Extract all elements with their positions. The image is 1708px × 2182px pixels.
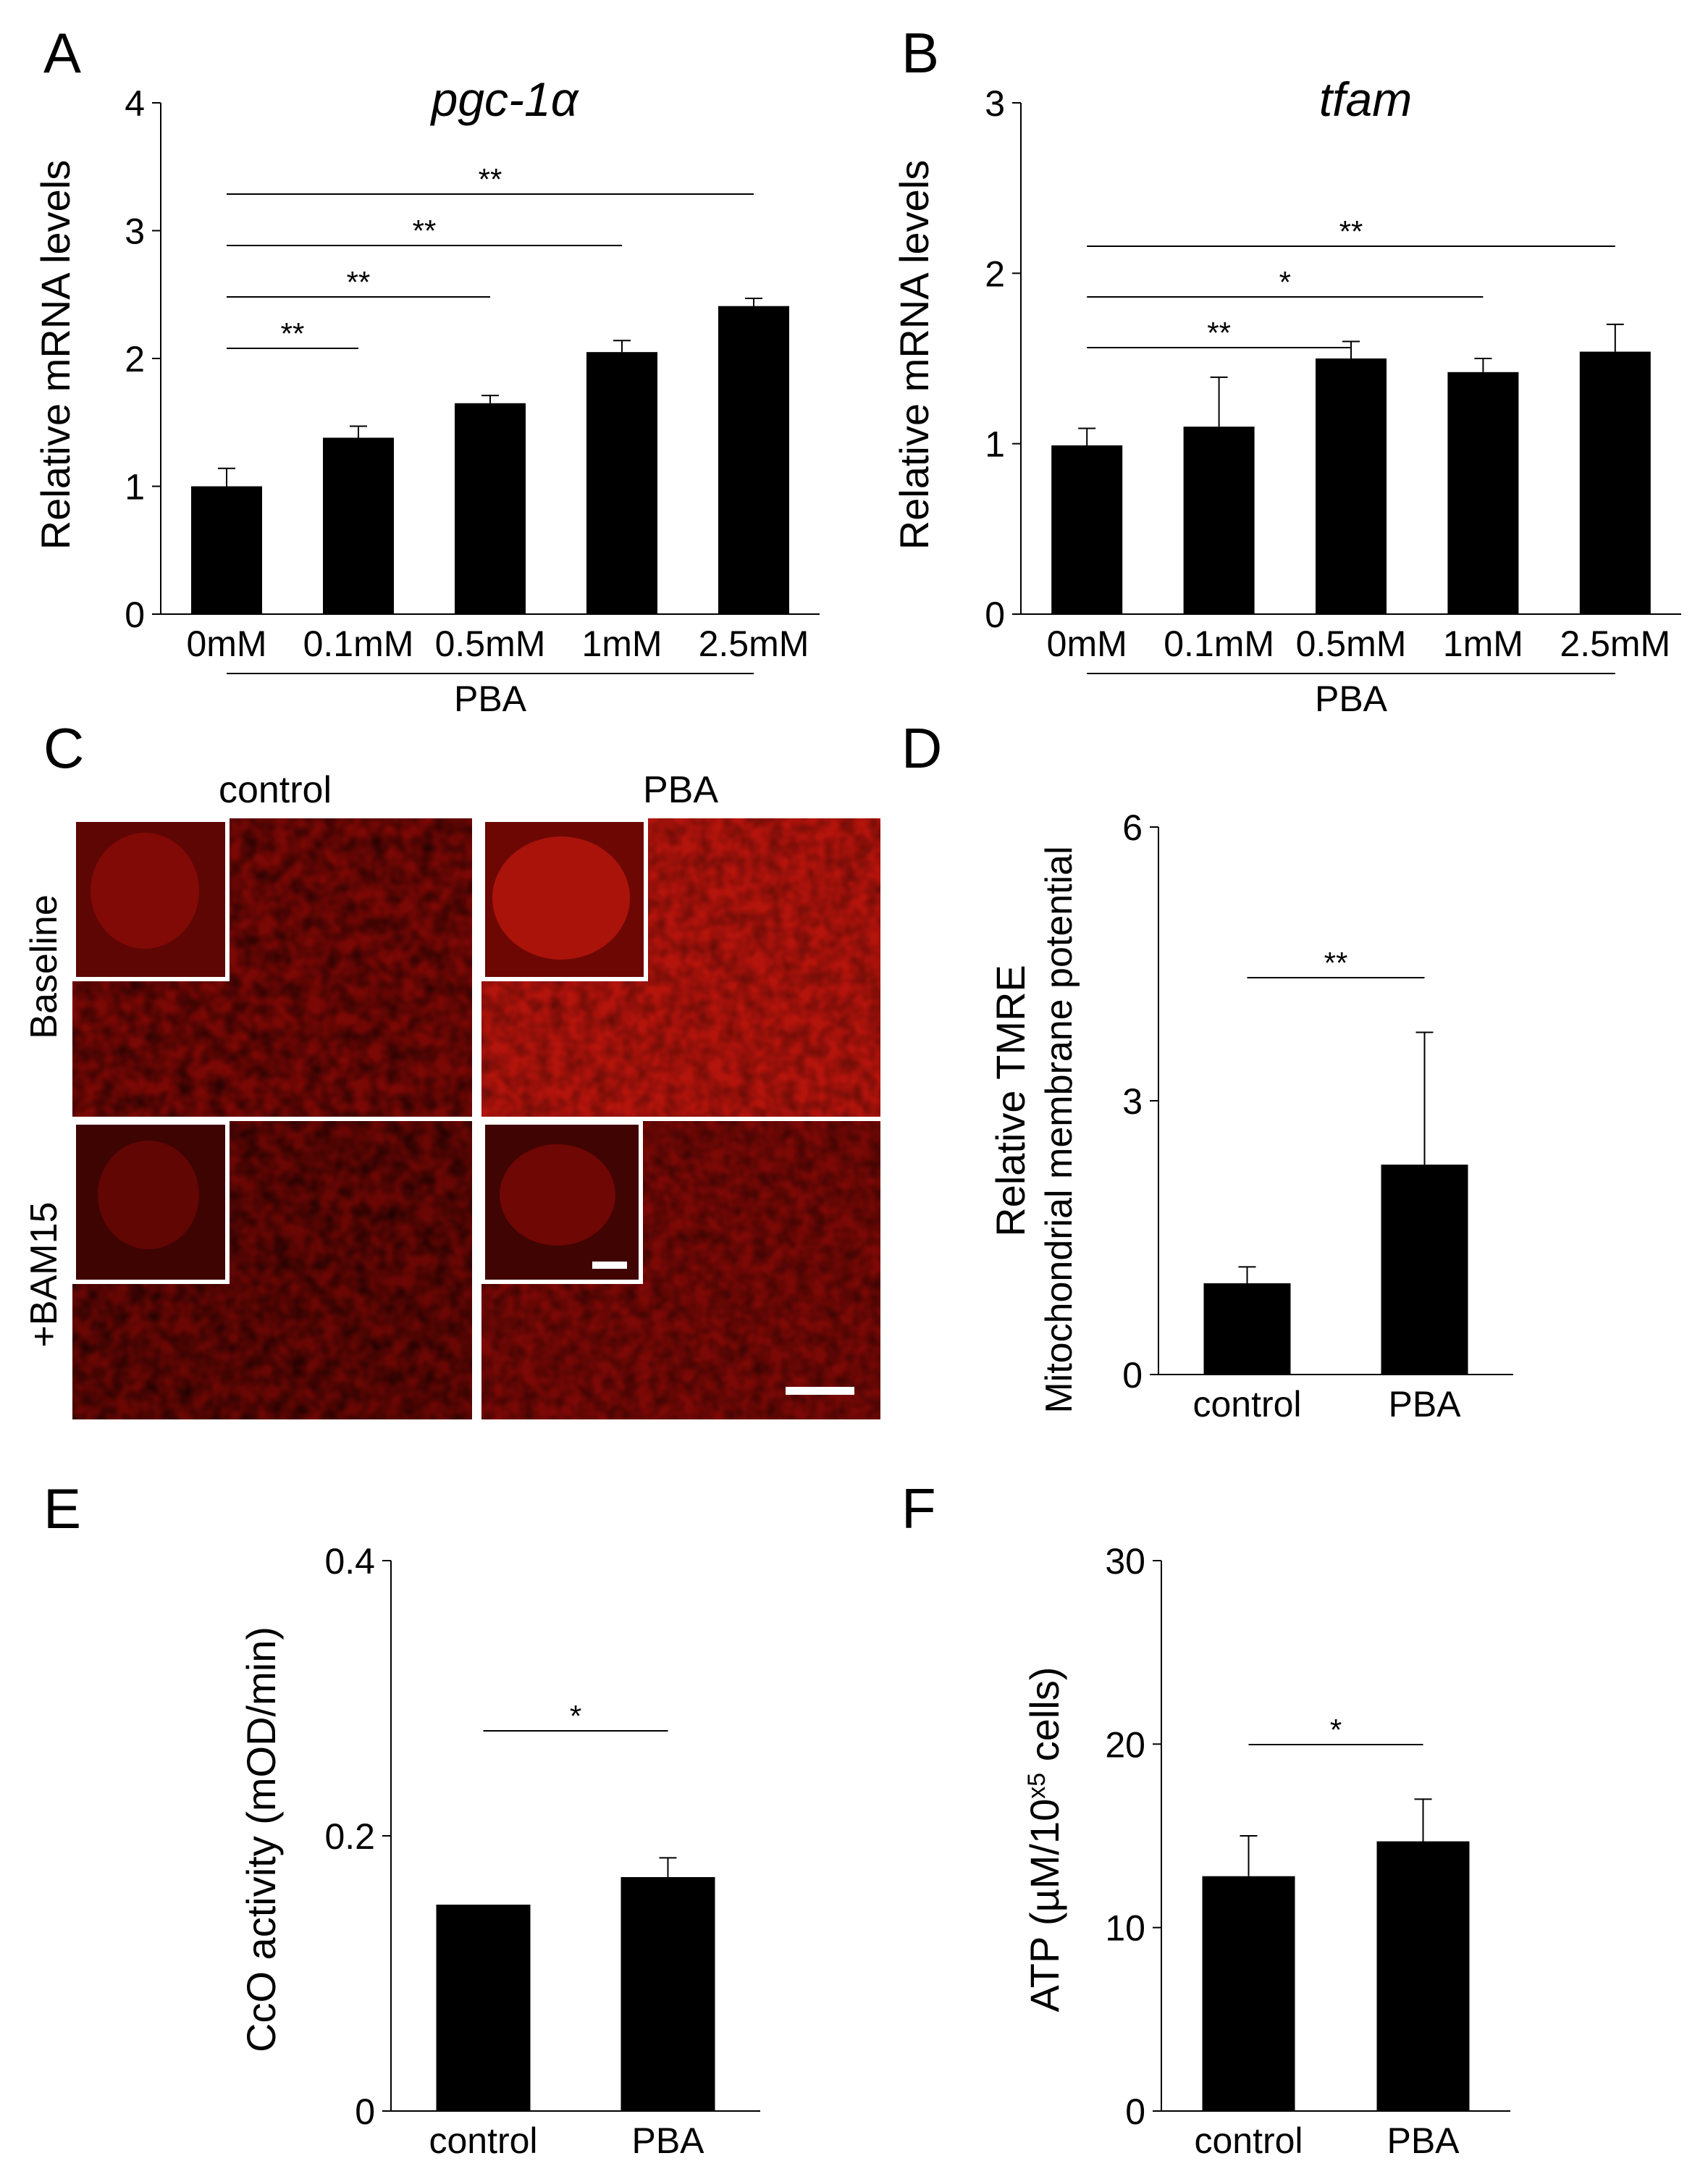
- y-axis-label: Relative TMRE: [988, 965, 1033, 1237]
- y-axis-label-secondary: Mitochondrial membrane potential: [1038, 846, 1080, 1413]
- inset-cell: [98, 1141, 199, 1249]
- significance-label: *: [1330, 1713, 1342, 1747]
- significance-label: *: [570, 1699, 581, 1733]
- x-tick-label: 0.1mM: [303, 624, 414, 664]
- x-tick-label: control: [429, 2120, 537, 2161]
- chart-cco-activity: 0 0.2 0.4 control PBA * CcO activity (mOD/min): [238, 1541, 760, 2161]
- bar: [191, 486, 262, 614]
- chart-atp: 0 10 20 30 control PBA * ATP (µM/10x5 cells): [1022, 1541, 1510, 2161]
- significance-label: *: [1279, 265, 1291, 299]
- chart-title: pgc-1α: [430, 72, 580, 126]
- y-tick-label: 6: [1122, 807, 1143, 848]
- inset-cell: [500, 1144, 615, 1246]
- bar: [323, 437, 394, 614]
- bar: [718, 306, 789, 614]
- panel-label-f: F: [901, 1477, 936, 1540]
- x-tick-label: control: [1194, 2120, 1303, 2161]
- bar: [620, 1877, 715, 2111]
- x-tick-label: 0.5mM: [1296, 624, 1407, 664]
- group-label: PBA: [454, 679, 527, 719]
- panel-label-e: E: [43, 1477, 81, 1540]
- y-tick-label: 4: [125, 83, 145, 124]
- significance-label: **: [281, 316, 305, 351]
- x-tick-label: 2.5mM: [699, 624, 809, 664]
- panel-label-c: C: [43, 716, 84, 780]
- y-tick-label: 1: [985, 424, 1005, 465]
- micrograph-grid: control PBA Baseline +BAM15: [23, 769, 882, 1421]
- inset-scale-bar: [592, 1262, 627, 1269]
- group-label: PBA: [1315, 679, 1388, 719]
- bar: [436, 1905, 531, 2111]
- x-tick-label: 1mM: [1443, 624, 1523, 664]
- y-tick-label: 3: [125, 211, 145, 252]
- x-tick-label: 0mM: [186, 624, 266, 664]
- bar: [455, 403, 526, 614]
- panel-label-a: A: [43, 21, 81, 85]
- y-axis-label: Relative mRNA levels: [33, 160, 78, 550]
- y-tick-label: 0: [1122, 1355, 1143, 1396]
- row-label-bam15: +BAM15: [23, 1202, 65, 1348]
- y-tick-label: 0: [1125, 2091, 1145, 2132]
- bar: [1447, 372, 1519, 614]
- y-tick-label: 10: [1105, 1908, 1145, 1949]
- y-tick-label: 2: [985, 253, 1005, 294]
- y-axis-label: ATP (µM/10x5 cells): [1022, 1667, 1067, 2013]
- x-tick-label: PBA: [631, 2120, 704, 2161]
- chart-tmre: 0 3 6 control PBA ** Relative TMRE Mitochondria…: [988, 807, 1513, 1424]
- y-axis-label-tail: cells): [1022, 1667, 1067, 1773]
- x-tick-label: control: [1192, 1384, 1301, 1424]
- scale-bar: [786, 1387, 854, 1395]
- x-tick-label: 0.5mM: [435, 624, 546, 664]
- x-tick-label: PBA: [1388, 1384, 1461, 1424]
- y-tick-label: 0: [985, 595, 1005, 635]
- bar: [1202, 1876, 1295, 2111]
- x-tick-label: 0mM: [1047, 624, 1127, 664]
- bar: [1051, 445, 1123, 614]
- inset-cell: [91, 833, 199, 949]
- y-tick-label: 3: [985, 83, 1005, 124]
- bar: [586, 352, 657, 614]
- y-tick-label: 0: [355, 2091, 375, 2132]
- y-tick-label: 0: [125, 595, 145, 635]
- y-tick-label: 2: [125, 339, 145, 379]
- significance-label: **: [347, 265, 371, 299]
- significance-label: **: [479, 162, 502, 196]
- bar: [1381, 1165, 1468, 1375]
- y-axis-label: Relative mRNA levels: [891, 160, 937, 550]
- chart-pgc1a: 0 1 2 3 4 0mM 0.1mM 0.5mM 1mM 2.5mM ** ** ** ** PBA pgc…: [33, 72, 820, 719]
- column-label-control: control: [219, 769, 332, 811]
- bar: [1183, 427, 1255, 614]
- column-label-pba: PBA: [643, 769, 718, 811]
- y-tick-label: 3: [1122, 1081, 1143, 1122]
- y-tick-label: 0.4: [324, 1541, 375, 1582]
- y-tick-label: 30: [1105, 1541, 1145, 1582]
- y-tick-label: 0.2: [324, 1816, 375, 1857]
- y-axis-label-superscript: x5: [1023, 1773, 1051, 1799]
- x-tick-label: 1mM: [581, 624, 662, 664]
- significance-label: **: [413, 214, 437, 248]
- chart-title: tfam: [1319, 72, 1412, 126]
- x-tick-label: 0.1mM: [1164, 624, 1274, 664]
- inset-cell: [492, 836, 630, 960]
- y-axis-label: CcO activity (mOD/min): [238, 1627, 284, 2052]
- significance-label: **: [1339, 214, 1363, 248]
- significance-label: **: [1207, 316, 1231, 350]
- panel-label-d: D: [901, 716, 942, 780]
- x-tick-label: 2.5mM: [1560, 624, 1670, 664]
- y-tick-label: 1: [125, 467, 145, 508]
- x-tick-label: PBA: [1387, 2120, 1460, 2161]
- panel-label-b: B: [901, 21, 939, 85]
- bar: [1203, 1283, 1291, 1375]
- bar: [1579, 351, 1651, 614]
- bar: [1376, 1841, 1470, 2111]
- bar: [1316, 358, 1387, 614]
- y-tick-label: 20: [1105, 1724, 1145, 1765]
- significance-label: **: [1324, 946, 1348, 980]
- row-label-baseline: Baseline: [23, 894, 65, 1038]
